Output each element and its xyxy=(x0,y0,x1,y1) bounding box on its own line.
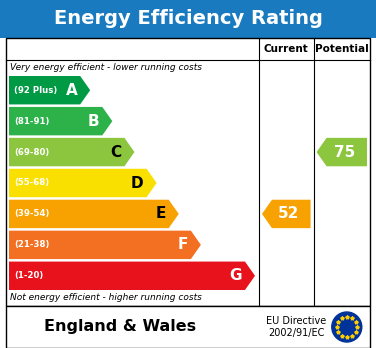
Text: B: B xyxy=(88,114,99,129)
Text: (55-68): (55-68) xyxy=(14,179,49,188)
Text: 52: 52 xyxy=(278,206,299,221)
Text: Potential: Potential xyxy=(315,44,368,54)
Text: Not energy efficient - higher running costs: Not energy efficient - higher running co… xyxy=(10,293,202,302)
Text: EU Directive: EU Directive xyxy=(266,316,326,326)
Polygon shape xyxy=(9,262,255,290)
Polygon shape xyxy=(9,107,112,135)
Text: Energy Efficiency Rating: Energy Efficiency Rating xyxy=(53,9,323,29)
Text: 75: 75 xyxy=(334,144,355,160)
Text: C: C xyxy=(110,144,121,160)
Text: (69-80): (69-80) xyxy=(14,148,49,157)
Polygon shape xyxy=(9,76,90,104)
Text: A: A xyxy=(65,83,77,98)
Text: England & Wales: England & Wales xyxy=(44,319,196,334)
Text: (92 Plus): (92 Plus) xyxy=(14,86,57,95)
Text: 2002/91/EC: 2002/91/EC xyxy=(268,328,324,338)
Polygon shape xyxy=(9,138,135,166)
Polygon shape xyxy=(9,169,156,197)
Bar xyxy=(0,0,376,38)
Polygon shape xyxy=(9,231,201,259)
Text: (81-91): (81-91) xyxy=(14,117,49,126)
Text: E: E xyxy=(155,206,166,221)
Bar xyxy=(6,306,370,348)
Polygon shape xyxy=(9,200,179,228)
Polygon shape xyxy=(317,138,367,166)
Bar xyxy=(6,38,370,306)
Text: G: G xyxy=(229,268,242,283)
Polygon shape xyxy=(262,200,311,228)
Text: (39-54): (39-54) xyxy=(14,209,49,219)
Text: (1-20): (1-20) xyxy=(14,271,43,280)
Text: Current: Current xyxy=(264,44,309,54)
Circle shape xyxy=(332,312,362,342)
Text: Very energy efficient - lower running costs: Very energy efficient - lower running co… xyxy=(10,63,202,72)
Text: D: D xyxy=(131,175,144,190)
Text: F: F xyxy=(177,237,188,252)
Text: (21-38): (21-38) xyxy=(14,240,49,250)
